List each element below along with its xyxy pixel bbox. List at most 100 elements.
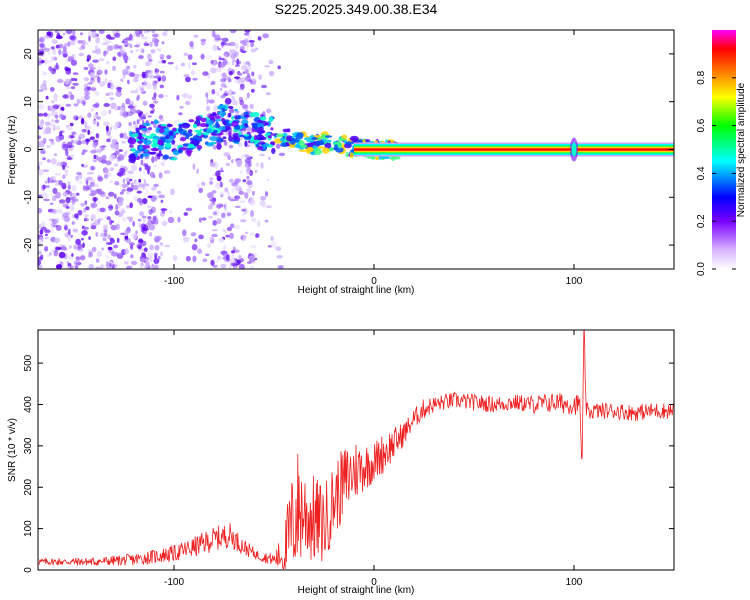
noise-speck bbox=[40, 254, 44, 260]
ridge-blob bbox=[224, 119, 230, 123]
noise-speck bbox=[163, 30, 169, 33]
noise-speck bbox=[40, 195, 47, 201]
noise-speck bbox=[122, 132, 127, 136]
ridge-blob bbox=[179, 137, 187, 142]
noise-speck bbox=[141, 71, 146, 79]
ridge-blob bbox=[250, 138, 254, 143]
noise-speck bbox=[246, 92, 250, 99]
noise-speck bbox=[103, 173, 109, 179]
noise-speck bbox=[76, 257, 81, 261]
ridge-blob bbox=[186, 150, 192, 157]
noise-speck bbox=[246, 171, 251, 175]
noise-speck bbox=[160, 161, 165, 167]
noise-speck bbox=[59, 109, 63, 115]
noise-speck bbox=[130, 50, 133, 53]
snr-series-line bbox=[38, 330, 674, 570]
ridge-blob bbox=[202, 132, 210, 136]
noise-speck bbox=[259, 153, 265, 157]
ridge-blob bbox=[255, 143, 260, 148]
ridge-blob bbox=[222, 136, 227, 139]
noise-speck bbox=[219, 194, 224, 198]
ridge-blob bbox=[381, 156, 391, 160]
noise-speck bbox=[205, 92, 209, 98]
noise-speck bbox=[86, 86, 92, 91]
snr-panel: -100 0 100 0 100 200 300 400 500 Height of strai… bbox=[7, 329, 675, 596]
noise-speck bbox=[109, 180, 113, 183]
noise-speck bbox=[103, 103, 110, 107]
ridge-blob bbox=[200, 117, 207, 123]
noise-speck bbox=[111, 263, 118, 268]
noise-speck bbox=[81, 230, 88, 236]
noise-speck bbox=[123, 238, 128, 242]
noise-speck bbox=[42, 169, 50, 172]
noise-speck bbox=[234, 178, 241, 183]
ridge-blob bbox=[312, 145, 319, 149]
noise-speck bbox=[102, 237, 107, 241]
ridge-blob bbox=[351, 137, 356, 141]
spectrogram-xlabel: Height of straight line (km) bbox=[298, 285, 415, 296]
noise-speck bbox=[38, 144, 42, 147]
noise-speck bbox=[50, 222, 56, 226]
noise-speck bbox=[67, 262, 72, 267]
noise-speck bbox=[153, 258, 160, 264]
noise-speck bbox=[129, 144, 135, 149]
ridge-blob bbox=[206, 128, 212, 134]
noise-speck bbox=[153, 252, 158, 256]
ridge-blob bbox=[313, 149, 323, 155]
noise-speck bbox=[93, 159, 97, 163]
noise-speck bbox=[49, 87, 55, 92]
noise-speck bbox=[83, 77, 88, 80]
noise-speck bbox=[277, 65, 281, 70]
noise-speck bbox=[94, 91, 100, 96]
noise-speck bbox=[70, 234, 73, 238]
ridge-blob bbox=[220, 114, 225, 118]
noise-speck bbox=[95, 37, 101, 44]
ridge-blob bbox=[338, 138, 346, 142]
noise-speck bbox=[67, 93, 71, 99]
spectrogram-ytick-label: 20 bbox=[23, 48, 34, 60]
noise-speck bbox=[45, 193, 49, 198]
noise-speck bbox=[51, 218, 58, 224]
ridge-blob bbox=[195, 115, 202, 121]
noise-speck bbox=[159, 118, 165, 122]
ridge-blob bbox=[298, 149, 308, 152]
noise-speck bbox=[241, 208, 246, 212]
noise-speck bbox=[80, 202, 86, 207]
noise-speck bbox=[118, 201, 123, 206]
noise-speck bbox=[187, 94, 193, 100]
noise-speck bbox=[133, 65, 137, 69]
noise-speck bbox=[95, 231, 99, 237]
noise-speck bbox=[53, 237, 60, 243]
noise-speck bbox=[152, 37, 158, 44]
noise-speck bbox=[66, 261, 69, 264]
noise-speck bbox=[68, 40, 76, 46]
noise-speck bbox=[59, 43, 64, 49]
noise-speck bbox=[145, 70, 152, 73]
noise-speck bbox=[275, 143, 281, 149]
noise-speck bbox=[260, 196, 267, 201]
noise-speck bbox=[105, 34, 112, 40]
noise-speck bbox=[135, 182, 142, 189]
noise-speck bbox=[69, 245, 72, 249]
noise-speck bbox=[239, 48, 244, 53]
ridge-blob bbox=[270, 127, 274, 131]
noise-speck bbox=[205, 253, 210, 257]
noise-speck bbox=[127, 66, 130, 69]
noise-speck bbox=[151, 156, 155, 164]
noise-speck bbox=[229, 263, 232, 269]
noise-speck bbox=[50, 123, 56, 128]
noise-speck bbox=[270, 241, 277, 248]
noise-speck bbox=[73, 213, 79, 219]
noise-speck bbox=[119, 107, 125, 113]
noise-speck bbox=[95, 48, 102, 55]
noise-speck bbox=[115, 144, 119, 151]
noise-speck bbox=[126, 216, 134, 220]
noise-speck bbox=[50, 119, 55, 123]
noise-speck bbox=[39, 229, 44, 235]
noise-speck bbox=[58, 199, 66, 204]
noise-speck bbox=[96, 258, 100, 263]
noise-speck bbox=[151, 263, 155, 269]
ridge-blob bbox=[144, 149, 149, 153]
noise-speck bbox=[262, 33, 269, 39]
noise-speck bbox=[63, 223, 69, 228]
